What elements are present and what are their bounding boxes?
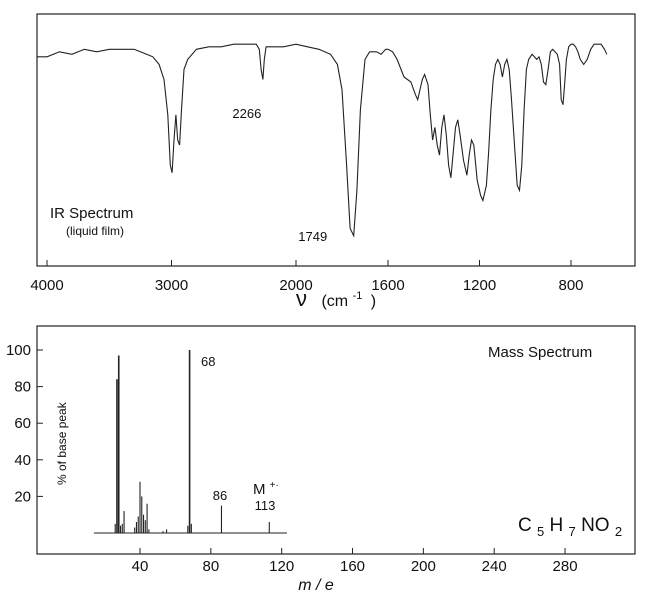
molecular-ion-symbol: M: [253, 481, 266, 498]
formula-h: H: [550, 515, 564, 536]
ms-annotation-68: 68: [201, 354, 215, 369]
ir-title: IR Spectrum: [50, 205, 133, 222]
ir-x-axis-symbol: ν: [296, 286, 307, 311]
ms-x-tick-label: 280: [553, 558, 578, 575]
ir-x-tick-label: 3000: [155, 277, 188, 294]
ms-x-axis-title: m / e: [298, 577, 334, 594]
ms-y-tick-label: 80: [14, 379, 31, 396]
formula-rest: NO: [581, 515, 610, 536]
ms-annotation-113: 113: [255, 498, 276, 513]
ir-x-tick-label: 800: [558, 277, 583, 294]
formula-c-sub: 5: [537, 524, 544, 539]
ms-x-tick-label: 40: [132, 558, 149, 575]
formula-h-sub: 7: [569, 524, 576, 539]
ir-peak-annotations: 2266 1749: [232, 106, 327, 244]
molecular-ion-charge: +·: [270, 480, 279, 491]
molecular-formula: C 5 H 7 NO 2: [518, 515, 622, 541]
ir-subtitle: (liquid film): [66, 224, 124, 238]
ir-x-axis-close: ): [371, 293, 376, 310]
ir-x-axis-unit: (cm: [321, 293, 348, 310]
ms-y-tick-label: 100: [6, 342, 31, 359]
formula-rest-sub: 2: [615, 524, 622, 539]
mass-spectrum-panel: 20 40 60 80 100 40 80 120 160 200 240 280 68 86 113 M…: [6, 325, 636, 594]
ms-x-tick-label: 120: [269, 558, 294, 575]
ir-spectrum-panel: 4000 3000 2000 1600 1200 800 2266 1749 IR Spec…: [30, 13, 636, 311]
ir-x-tick-label: 1200: [463, 277, 496, 294]
ms-x-tick-label: 200: [411, 558, 436, 575]
ir-x-ticks: 4000 3000 2000 1600 1200 800: [30, 260, 584, 294]
ms-y-tick-label: 40: [14, 452, 31, 469]
ms-peak-annotations: 68 86 113: [201, 354, 275, 513]
ms-y-axis-title: % of base peak: [55, 401, 69, 485]
ms-plot-frame: [36, 325, 636, 555]
ms-peaks: [114, 350, 270, 533]
ms-annotation-86: 86: [213, 488, 227, 503]
ir-plot-frame: [36, 13, 636, 267]
ms-y-tick-label: 20: [14, 488, 31, 505]
ir-spectrum-trace: [37, 43, 608, 238]
molecular-ion-label: M +·: [253, 480, 279, 498]
ms-x-tick-label: 80: [202, 558, 219, 575]
ms-axis-ticks: 20 40 60 80 100 40 80 120 160 200 240 280: [6, 342, 578, 575]
ms-y-tick-label: 60: [14, 415, 31, 432]
ir-x-axis-title: ν (cm -1 ): [296, 286, 376, 311]
ir-x-axis-exp: -1: [353, 290, 363, 302]
formula-c: C: [518, 515, 532, 536]
ms-x-tick-label: 160: [340, 558, 365, 575]
ir-annotation-2266: 2266: [232, 106, 261, 121]
ir-annotation-1749: 1749: [298, 229, 327, 244]
ms-title: Mass Spectrum: [488, 344, 592, 361]
ir-x-tick-label: 1600: [371, 277, 404, 294]
ir-x-tick-label: 4000: [30, 277, 63, 294]
ir-x-tick-label: 2000: [279, 277, 312, 294]
ms-x-tick-label: 240: [482, 558, 507, 575]
